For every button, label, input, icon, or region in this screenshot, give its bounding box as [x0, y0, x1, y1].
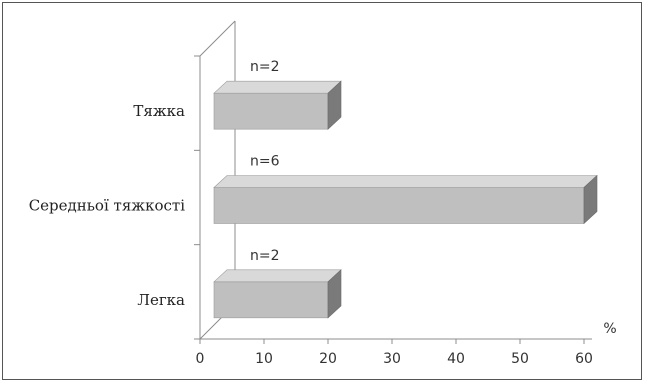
wall-top-edge: [199, 20, 236, 57]
data-label: n=2: [250, 59, 280, 75]
bar-chart: 0 10 20 30 40 50 60% Тяжка n=2 Середньої тяжкості…: [29, 20, 617, 367]
chart-axes: [194, 20, 592, 344]
category-label: Середньої тяжкості: [29, 197, 185, 215]
x-tick-label: 20: [319, 351, 337, 367]
chart-labels: 0 10 20 30 40 50 60% Тяжка n=2 Середньої тяжкості…: [29, 59, 617, 367]
bar-top: [213, 175, 598, 188]
x-tick-label: 40: [447, 351, 465, 367]
bar-front: [213, 92, 329, 130]
bar-front: [213, 281, 329, 319]
bar-top: [213, 269, 342, 283]
x-tick-label: 60: [575, 351, 593, 367]
bar-top: [213, 80, 342, 94]
chart-frame: 0 10 20 30 40 50 60% Тяжка n=2 Середньої тяжкості…: [2, 2, 642, 380]
bar-front: [213, 187, 585, 224]
category-label: Тяжка: [133, 102, 185, 120]
x-tick-label: 10: [255, 351, 273, 367]
bar-side: [583, 174, 598, 225]
x-tick-label: 0: [196, 351, 205, 367]
category-label: Легка: [137, 291, 185, 309]
data-label: n=6: [250, 154, 280, 170]
x-tick-label: 50: [511, 351, 529, 367]
bar-side: [327, 269, 342, 319]
bar-side: [327, 80, 342, 130]
chart-bars: [213, 80, 598, 319]
data-label: n=2: [250, 248, 280, 264]
x-unit-label: %: [603, 321, 616, 337]
x-tick-label: 30: [383, 351, 401, 367]
